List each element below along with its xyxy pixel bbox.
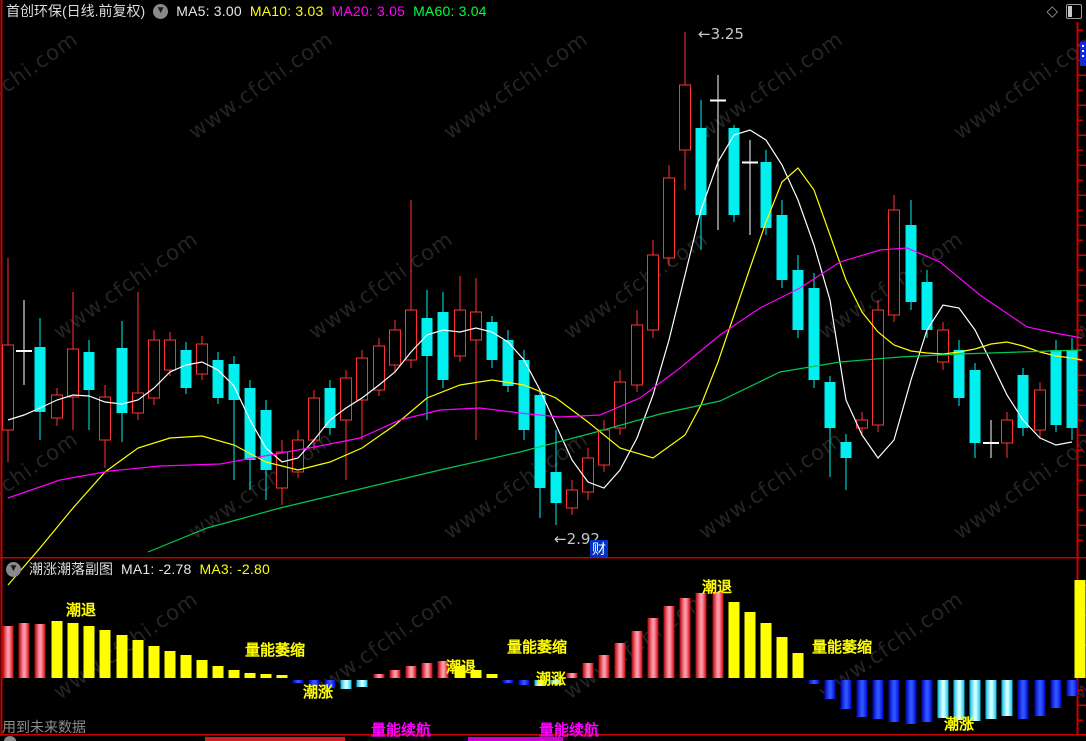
svg-text:潮退: 潮退	[66, 601, 96, 619]
svg-text:潮退: 潮退	[446, 658, 476, 676]
cutoff-panel-strip	[0, 736, 1086, 741]
svg-text:www.cfchi.com: www.cfchi.com	[184, 27, 337, 144]
svg-text:←3.25: ←3.25	[698, 25, 744, 43]
indicator-chevron-icon[interactable]: ▼	[6, 561, 21, 577]
svg-text:www.cfchi.com: www.cfchi.com	[0, 427, 82, 544]
indicator-ma3-value: MA3: -2.80	[199, 561, 270, 577]
diamond-tool-icon[interactable]: ◇	[1046, 3, 1058, 20]
cutoff-text-fragment	[468, 737, 563, 741]
svg-text:www.cfchi.com: www.cfchi.com	[304, 227, 457, 344]
indicator-title: 潮涨潮落副图	[29, 561, 113, 577]
svg-text:量能续航: 量能续航	[539, 721, 599, 739]
future-data-note: 用到未来数据	[2, 719, 86, 735]
svg-text:潮涨: 潮涨	[303, 683, 333, 701]
cutoff-text-fragment	[205, 737, 345, 741]
collapse-chevron-icon[interactable]: ▼	[153, 3, 169, 19]
edge-marker-icon[interactable]	[1080, 42, 1086, 66]
ma10-value: MA10: 3.03	[249, 3, 324, 19]
svg-text:www.cfchi.com: www.cfchi.com	[49, 227, 202, 344]
cutoff-chevron-icon	[4, 736, 16, 741]
main-chart-header: 首创环保(日线.前复权) ▼ MA5: 3.00 MA10: 3.03 MA20…	[6, 0, 1082, 22]
svg-text:潮涨: 潮涨	[944, 715, 974, 733]
svg-text:财: 财	[592, 541, 606, 557]
symbol-title: 首创环保(日线.前复权)	[6, 3, 146, 19]
svg-text:www.cfchi.com: www.cfchi.com	[0, 27, 82, 144]
panel-layout-icon[interactable]	[1066, 3, 1082, 19]
svg-text:www.cfchi.com: www.cfchi.com	[949, 427, 1086, 544]
svg-text:潮退: 潮退	[702, 578, 732, 596]
ma20-value: MA20: 3.05	[331, 3, 406, 19]
indicator-ma1-value: MA1: -2.78	[121, 561, 192, 577]
svg-text:www.cfchi.com: www.cfchi.com	[694, 27, 847, 144]
svg-text:www.cfchi.com: www.cfchi.com	[694, 427, 847, 544]
svg-text:量能萎缩: 量能萎缩	[812, 638, 872, 656]
svg-text:www.cfchi.com: www.cfchi.com	[949, 27, 1086, 144]
ma60-value: MA60: 3.04	[413, 3, 487, 19]
svg-text:www.cfchi.com: www.cfchi.com	[439, 27, 592, 144]
svg-text:量能萎缩: 量能萎缩	[245, 641, 305, 659]
svg-text:量能续航: 量能续航	[371, 721, 431, 739]
svg-text:www.cfchi.com: www.cfchi.com	[439, 427, 592, 544]
svg-text:量能萎缩: 量能萎缩	[507, 638, 567, 656]
ma5-value: MA5: 3.00	[176, 3, 242, 19]
svg-text:←2.92: ←2.92	[554, 530, 600, 548]
svg-text:潮涨: 潮涨	[536, 670, 566, 688]
indicator-panel-header: ▼ 潮涨潮落副图 MA1: -2.78 MA3: -2.80	[6, 558, 270, 580]
